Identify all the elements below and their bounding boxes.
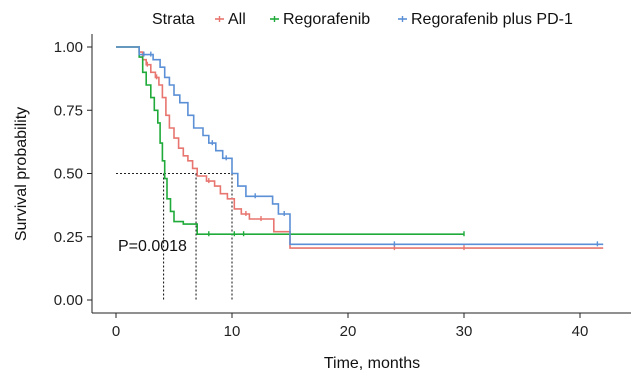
y-tick-label: 0.75: [54, 102, 83, 119]
legend-label-all: All: [228, 11, 246, 28]
curve-regorafenib-plus-pd-1: [116, 46, 604, 246]
legend-title: Strata: [152, 11, 195, 28]
legend-label-regorafenib-plus-pd-1: Regorafenib plus PD-1: [411, 11, 573, 28]
curve-regorafenib: [116, 46, 464, 235]
x-tick-label: 10: [224, 323, 241, 340]
legend: Strata All Regorafenib Regorafenib plus PD…: [152, 11, 573, 28]
p-value-annotation: P=0.0018: [118, 238, 187, 255]
y-ticks: 0.00 0.25 0.50 0.75 1.00: [54, 39, 92, 309]
x-tick-label: 30: [456, 323, 473, 340]
median-reference-lines: [116, 172, 233, 300]
y-tick-label: 1.00: [54, 39, 83, 56]
y-tick-label: 0.00: [54, 292, 83, 309]
legend-label-regorafenib: Regorafenib: [283, 11, 370, 28]
x-tick-label: 40: [572, 323, 589, 340]
y-axis-title: Survival probability: [13, 107, 30, 241]
curve-all: [116, 46, 604, 249]
x-axis-title: Time, months: [324, 355, 420, 372]
x-tick-label: 0: [112, 323, 120, 340]
y-tick-label: 0.25: [54, 229, 83, 246]
x-tick-label: 20: [340, 323, 357, 340]
x-ticks: 0 10 20 30 40: [112, 313, 589, 340]
y-tick-label: 0.50: [54, 166, 83, 183]
survival-curves: [116, 46, 604, 251]
